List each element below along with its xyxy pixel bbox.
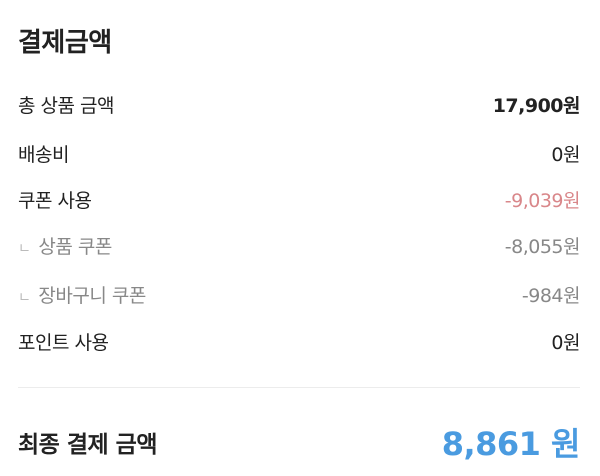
final-payment-amount: 8,861 원 bbox=[441, 425, 581, 463]
row-label: 배송비 bbox=[18, 143, 69, 166]
row-value: -8,055원 bbox=[504, 235, 581, 258]
row-points-used: 포인트 사용 0원 bbox=[18, 326, 580, 356]
row-shipping-fee: 배송비 0원 bbox=[18, 138, 580, 168]
row-coupon-used: 쿠폰 사용 -9,039원 bbox=[18, 184, 581, 214]
divider bbox=[18, 387, 580, 388]
row-cart-coupon: ㄴ 장바구니 쿠폰 -984원 bbox=[18, 279, 581, 309]
final-payment-label: 최종 결제 금액 bbox=[18, 432, 157, 458]
row-label: 상품 쿠폰 bbox=[38, 235, 112, 258]
sub-item-marker-icon: ㄴ bbox=[18, 289, 31, 306]
row-value: -984원 bbox=[521, 284, 581, 307]
row-value: 0원 bbox=[551, 143, 580, 166]
row-value: -9,039원 bbox=[504, 189, 581, 212]
row-label: 포인트 사용 bbox=[18, 331, 109, 354]
row-total-product-amount: 총 상품 금액 17,900원 bbox=[18, 89, 581, 119]
row-label: 쿠폰 사용 bbox=[18, 189, 92, 212]
sub-item-marker-icon: ㄴ bbox=[18, 240, 31, 257]
row-value: 0원 bbox=[551, 331, 580, 354]
row-label: 장바구니 쿠폰 bbox=[38, 284, 146, 307]
final-payment-row: 최종 결제 금액 8,861 원 bbox=[18, 420, 581, 464]
row-product-coupon: ㄴ 상품 쿠폰 -8,055원 bbox=[18, 230, 581, 260]
row-value: 17,900원 bbox=[492, 94, 581, 117]
row-label: 총 상품 금액 bbox=[18, 94, 114, 117]
section-title: 결제금액 bbox=[18, 28, 112, 58]
